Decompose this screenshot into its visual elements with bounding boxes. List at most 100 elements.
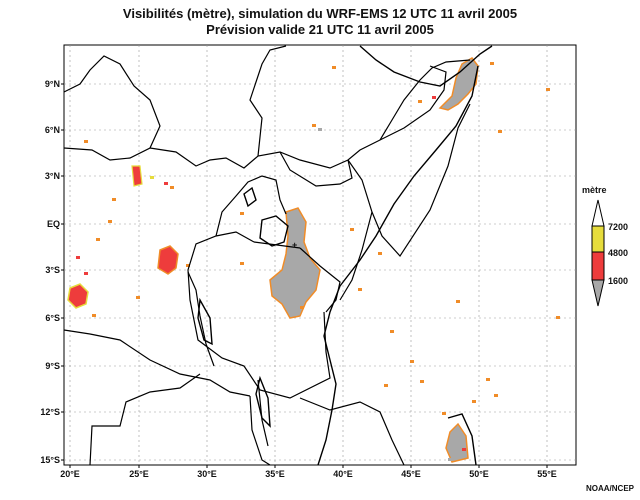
longitude-labels: 20°E 25°E 30°E 35°E 40°E 45°E 50°E 55°E <box>60 465 557 479</box>
lon-tick-label: 45°E <box>401 469 421 479</box>
visibility-speck <box>442 412 446 415</box>
coast-somalia <box>339 65 479 287</box>
visibility-speck <box>358 288 362 291</box>
visibility-speck <box>350 228 354 231</box>
border-car-sudan <box>149 65 447 169</box>
visibility-speck <box>312 124 316 127</box>
border-somalia-kenya <box>347 103 471 257</box>
nairobi-marker: + <box>292 240 297 250</box>
visibility-speck <box>84 140 88 143</box>
lat-tick-label: 15°S <box>40 455 60 465</box>
lat-tick-label: 6°S <box>45 313 60 323</box>
visibility-speck <box>420 380 424 383</box>
border-uganda <box>215 175 287 237</box>
visibility-speck <box>432 96 436 99</box>
visibility-speck <box>494 394 498 397</box>
visibility-speck <box>490 62 494 65</box>
visibility-speck <box>186 264 190 267</box>
coastlines <box>197 45 493 466</box>
visibility-shading <box>67 57 560 463</box>
lon-tick-label: 20°E <box>60 469 80 479</box>
visibility-speck <box>384 384 388 387</box>
border-kenya-ethiopia <box>279 151 353 187</box>
legend-level-label: 1600 <box>608 276 628 286</box>
visibility-speck <box>456 300 460 303</box>
visibility-speck <box>448 458 452 461</box>
lat-tick-label: 9°S <box>45 361 60 371</box>
visibility-speck <box>390 330 394 333</box>
credit-text: NOAA/NCEP <box>585 484 634 493</box>
legend-swatch <box>591 251 605 281</box>
visibility-speck <box>332 66 336 69</box>
lat-tick-label: 9°N <box>45 79 60 89</box>
visibility-speck <box>300 306 304 309</box>
lat-tick-label: EQ <box>47 219 60 229</box>
lon-tick-label: 50°E <box>469 469 489 479</box>
visibility-speck <box>418 100 422 103</box>
legend-swatch <box>591 279 605 307</box>
visibility-speck <box>486 378 490 381</box>
visibility-speck <box>96 238 100 241</box>
lat-tick-label: 3°S <box>45 265 60 275</box>
lake-victoria <box>259 215 289 247</box>
visibility-speck <box>472 400 476 403</box>
lake-tanganyika <box>197 297 213 346</box>
lon-tick-label: 30°E <box>197 469 217 479</box>
scattered-specks <box>76 62 560 461</box>
legend-level-label: 4800 <box>608 248 628 258</box>
lat-tick-label: 6°N <box>45 125 60 135</box>
lon-tick-label: 35°E <box>265 469 285 479</box>
visibility-speck <box>240 212 244 215</box>
visibility-speck <box>170 186 174 189</box>
legend-swatch <box>591 225 605 253</box>
lon-tick-label: 55°E <box>537 469 557 479</box>
low-vis-west <box>131 165 143 187</box>
visibility-speck <box>410 360 414 363</box>
map-frame <box>63 44 577 466</box>
lat-tick-label: 3°N <box>45 171 60 181</box>
chart-subtitle: Prévision valide 21 UTC 11 avril 2005 <box>206 22 434 37</box>
visibility-speck <box>240 262 244 265</box>
visibility-speck <box>84 272 88 275</box>
legend-level-label: 7200 <box>608 222 628 232</box>
low-vis-madagascar <box>445 422 469 463</box>
border-ethiopia-somalia <box>379 59 471 141</box>
lake-malawi <box>255 375 271 428</box>
visibility-speck <box>498 130 502 133</box>
visibility-speck <box>378 252 382 255</box>
legend-swatch <box>591 199 605 227</box>
coast-east-africa <box>317 285 341 466</box>
visibility-speck <box>108 220 112 223</box>
lat-tick-label: 12°S <box>40 407 60 417</box>
legend-title: mètre <box>582 185 607 195</box>
coast-red-sea <box>359 45 493 87</box>
border-mozambique <box>249 395 405 466</box>
legend-labels: 7200 4800 1600 <box>608 222 628 286</box>
border-lake-malawi <box>257 379 269 447</box>
visibility-speck <box>76 256 80 259</box>
visibility-speck <box>136 296 140 299</box>
visibility-speck <box>164 182 168 185</box>
lon-tick-label: 25°E <box>129 469 149 479</box>
visibility-speck <box>300 226 304 229</box>
low-vis-congo-2 <box>67 283 89 309</box>
chart-title: Visibilités (mètre), simulation du WRF-E… <box>122 6 518 21</box>
low-vis-congo <box>157 245 179 275</box>
madagascar-coast <box>447 413 477 466</box>
low-vis-kenya <box>269 207 321 319</box>
border-sudan-chad <box>63 55 161 161</box>
border-ethiopia-north <box>249 45 287 157</box>
legend-colorbar <box>591 199 605 307</box>
visibility-speck <box>462 448 466 451</box>
visibility-speck <box>150 176 154 179</box>
visibility-speck <box>112 198 116 201</box>
visibility-speck <box>92 314 96 317</box>
latitude-labels: 9°N 6°N 3°N EQ 3°S 6°S 9°S 12°S 15°S <box>40 79 64 465</box>
lake-albert <box>243 186 257 208</box>
visibility-speck <box>546 88 550 91</box>
border-drc-zambia <box>63 329 251 397</box>
lon-tick-label: 40°E <box>333 469 353 479</box>
visibility-speck <box>292 212 296 215</box>
border-zambia-south <box>89 373 201 466</box>
visibility-speck <box>556 316 560 319</box>
